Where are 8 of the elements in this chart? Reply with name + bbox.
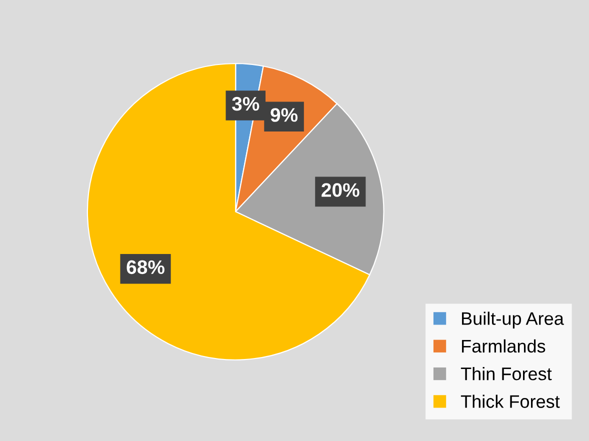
data-label: 68%	[126, 260, 164, 274]
data-label: 9%	[270, 108, 298, 122]
legend-label: Built-up Area	[462, 312, 564, 329]
data-label: 3%	[232, 96, 260, 111]
legend-label: Thin Forest	[460, 367, 552, 380]
data-label: 20%	[322, 183, 360, 197]
legend-label: Farmlands	[462, 339, 546, 353]
legend-label: Thick Forest	[460, 394, 560, 408]
